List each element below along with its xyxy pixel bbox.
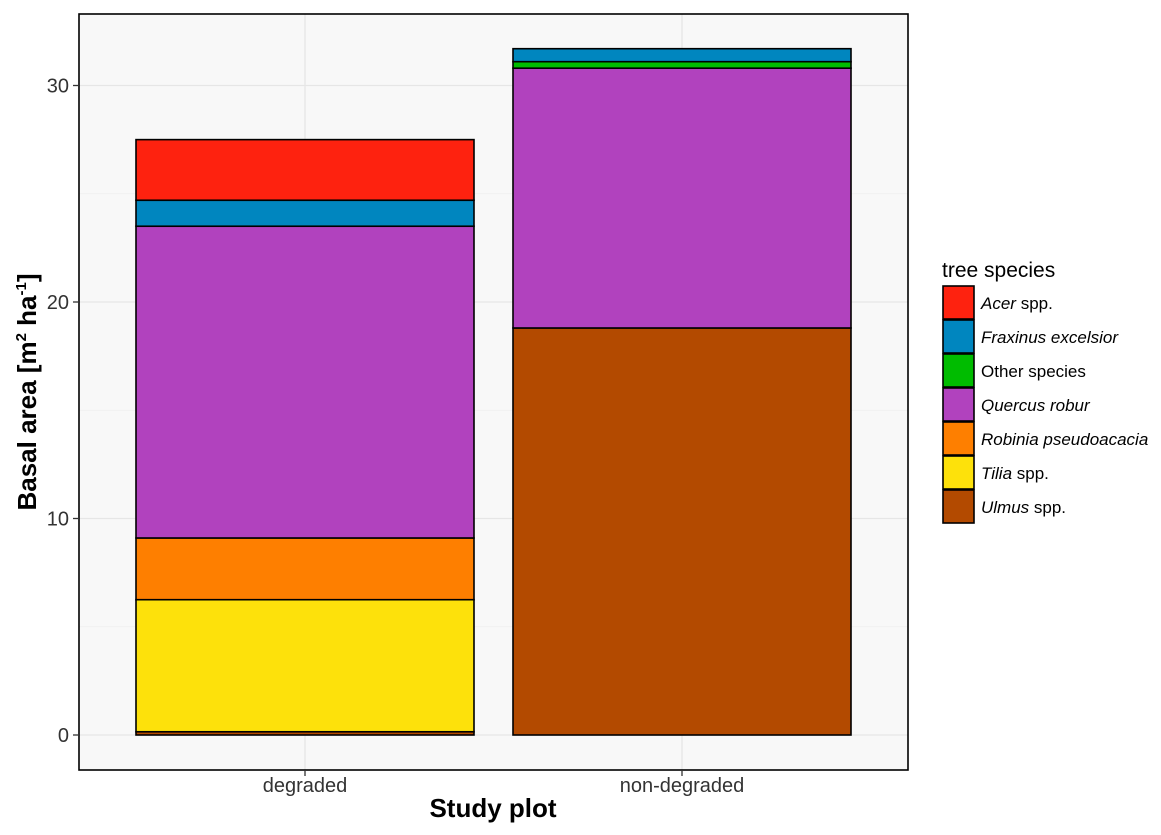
legend-label: Robinia pseudoacacia — [981, 430, 1148, 449]
y-axis: 0 10 20 30 — [47, 76, 79, 747]
bar-segment-degraded-tilia-spp — [135, 598, 475, 733]
x-axis: degraded non-degraded — [263, 770, 745, 797]
y-tick-label: 10 — [47, 509, 69, 531]
x-tick-label: non-degraded — [620, 775, 745, 797]
x-tick-label: degraded — [263, 775, 348, 797]
y-axis-title-sup2: -1 — [13, 282, 30, 295]
bar-segment-non-degraded-other-species — [512, 60, 852, 69]
bar-segment-degraded-robinia-pseudoacacia — [135, 537, 475, 601]
bar-segment-degraded-quercus-robur — [135, 225, 475, 539]
legend-label: Acer spp. — [980, 294, 1053, 313]
legend-key — [942, 455, 975, 490]
legend-key — [942, 319, 975, 354]
y-tick-label: 0 — [58, 725, 69, 747]
y-axis-title-sup1: 2 — [13, 333, 30, 341]
y-axis-title-base: Basal area [m — [12, 341, 42, 510]
x-axis-title: Study plot — [429, 793, 556, 823]
legend-key — [942, 421, 975, 456]
legend-key — [942, 387, 975, 422]
legend-key — [942, 353, 975, 388]
y-axis-title-end: ] — [12, 273, 42, 282]
y-tick-label: 20 — [47, 292, 69, 314]
bar-segment-non-degraded-fraxinus-excelsior — [512, 47, 852, 63]
legend-label: Other species — [981, 362, 1086, 381]
y-axis-title-mid: ha — [12, 295, 42, 333]
legend-label: Ulmus spp. — [981, 498, 1066, 517]
legend-title: tree species — [942, 259, 1055, 282]
bar-segment-non-degraded-ulmus-spp — [512, 327, 852, 736]
bar-layer — [135, 47, 852, 736]
legend-key — [942, 489, 975, 524]
panel-border — [78, 13, 909, 771]
bar-segment-degraded-acer-spp — [135, 138, 475, 202]
y-axis-title: Basal area [m2 ha-1] — [12, 273, 42, 510]
bar-segment-degraded-fraxinus-excelsior — [135, 199, 475, 228]
legend-label: Quercus robur — [981, 396, 1091, 415]
legend-label: Tilia spp. — [981, 464, 1049, 483]
legend-label: Fraxinus excelsior — [981, 328, 1119, 347]
legend: tree species Acer spp. Fraxinus excelsior… — [942, 259, 1148, 524]
legend-key — [942, 285, 975, 320]
bar-segment-non-degraded-quercus-robur — [512, 67, 852, 329]
y-tick-label: 30 — [47, 76, 69, 98]
